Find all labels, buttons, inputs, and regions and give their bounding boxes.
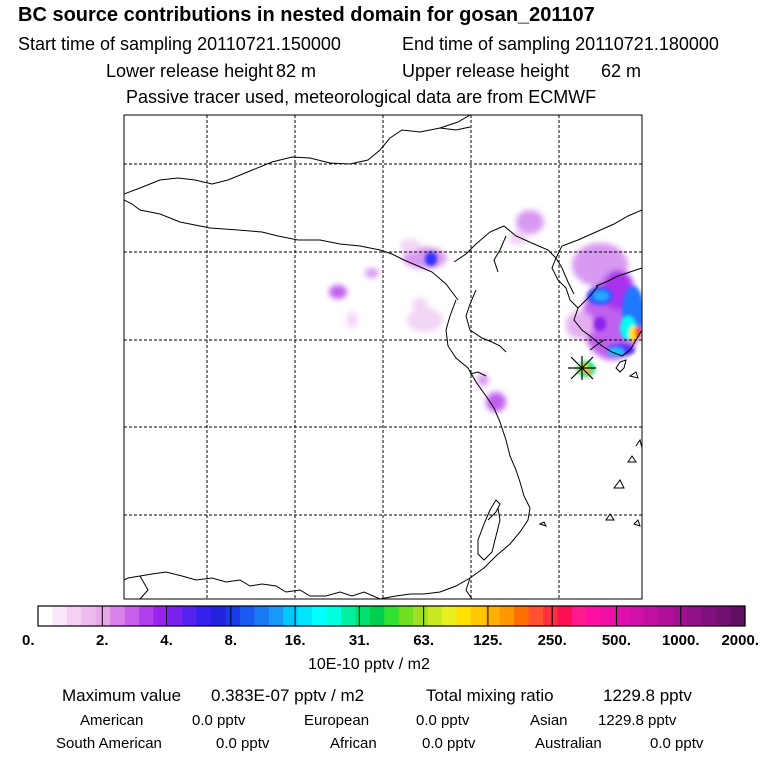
colorbar-swatch (283, 606, 299, 626)
start-time-label: Start time of sampling 20110721.150000 (18, 34, 341, 54)
asterisk-marker-icon (568, 356, 596, 380)
colorbar-swatch (369, 606, 385, 626)
colorbar-swatch (196, 606, 212, 626)
colorbar-swatch (182, 606, 198, 626)
colorbar-swatch (456, 606, 472, 626)
colorbar-swatch (600, 606, 616, 626)
colorbar-swatch (586, 606, 602, 626)
colorbar-swatch (139, 606, 155, 626)
colorbar: 0. 2. 4. 8. 16. 31. 63. 125. 250. 500. 1000. 2000. (22, 605, 759, 649)
region-african-label: African (330, 735, 377, 752)
colorbar-label: 4. (160, 632, 173, 649)
colorbar-swatch (297, 606, 313, 626)
upper-height-value: 62 m (601, 61, 642, 81)
colorbar-swatch (485, 606, 501, 626)
max-value: 0.383E-07 pptv / m2 (211, 686, 365, 705)
colorbar-label: 125. (473, 632, 502, 649)
region-european-value: 0.0 pptv (416, 712, 470, 729)
colorbar-swatch (211, 606, 227, 626)
colorbar-label: 2. (96, 632, 109, 649)
lower-height-label: Lower release height (106, 61, 274, 81)
region-south-american-label: South American (56, 735, 162, 752)
colorbar-swatch (66, 606, 82, 626)
colorbar-swatch (499, 606, 515, 626)
colorbar-swatch (225, 606, 241, 626)
region-australian-value: 0.0 pptv (650, 735, 704, 752)
colorbar-swatch (326, 606, 342, 626)
coastlines (124, 115, 642, 599)
colorbar-swatch (124, 606, 140, 626)
colorbar-swatch (384, 606, 400, 626)
colorbar-swatch (38, 606, 54, 626)
region-asian-label: Asian (530, 712, 568, 729)
colorbar-swatch (355, 606, 371, 626)
colorbar-swatch (716, 606, 732, 626)
colorbar-label: 500. (602, 632, 631, 649)
colorbar-swatch (312, 606, 328, 626)
region-asian-value: 1229.8 pptv (598, 712, 677, 729)
colorbar-label: 8. (225, 632, 238, 649)
colorbar-swatch (81, 606, 97, 626)
colorbar-swatch (153, 606, 169, 626)
colorbar-unit: 10E-10 pptv / m2 (308, 656, 430, 673)
colorbar-swatch (528, 606, 544, 626)
max-value-label: Maximum value (62, 686, 182, 705)
region-american-value: 0.0 pptv (192, 712, 246, 729)
region-australian-label: Australian (535, 735, 602, 752)
lat-lon-grid (124, 115, 642, 599)
colorbar-swatch (629, 606, 645, 626)
colorbar-swatch (413, 606, 429, 626)
colorbar-label: 1000. (662, 632, 700, 649)
page-title: BC source contributions in nested domain… (18, 4, 595, 26)
colorbar-label: 31. (349, 632, 370, 649)
colorbar-swatch (687, 606, 703, 626)
colorbar-swatch (398, 606, 414, 626)
colorbar-swatch (615, 606, 631, 626)
tracer-note: Passive tracer used, meteorological data… (126, 87, 597, 107)
colorbar-swatch (470, 606, 486, 626)
colorbar-swatch (268, 606, 284, 626)
colorbar-swatch (240, 606, 256, 626)
colorbar-swatch (571, 606, 587, 626)
colorbar-swatch (658, 606, 674, 626)
colorbar-frame (37, 605, 746, 627)
map-frame (123, 114, 643, 600)
colorbar-swatch (514, 606, 530, 626)
colorbar-swatch (442, 606, 458, 626)
end-time-label: End time of sampling 20110721.180000 (402, 34, 719, 54)
colorbar-swatch (110, 606, 126, 626)
colorbar-label: 250. (538, 632, 567, 649)
total-mixing-label: Total mixing ratio (426, 686, 554, 705)
colorbar-label: 63. (413, 632, 434, 649)
total-mixing-value: 1229.8 pptv (603, 686, 692, 705)
lower-height-value: 82 m (276, 61, 317, 81)
colorbar-swatch (543, 606, 559, 626)
colorbar-swatch (52, 606, 68, 626)
concentration-field (329, 210, 642, 412)
colorbar-swatch (557, 606, 573, 626)
colorbar-swatch (254, 606, 270, 626)
colorbar-label: 16. (285, 632, 306, 649)
region-african-value: 0.0 pptv (422, 735, 476, 752)
upper-height-label: Upper release height (402, 61, 570, 81)
colorbar-swatch (341, 606, 357, 626)
colorbar-swatch (427, 606, 443, 626)
region-american-label: American (80, 712, 144, 729)
region-european-label: European (304, 712, 370, 729)
colorbar-swatch (701, 606, 717, 626)
colorbar-swatch (644, 606, 660, 626)
colorbar-label: 0. (22, 632, 35, 649)
map-area (124, 115, 642, 599)
colorbar-swatch (730, 606, 746, 626)
colorbar-swatch (95, 606, 111, 626)
colorbar-swatch (167, 606, 183, 626)
region-south-american-value: 0.0 pptv (216, 735, 270, 752)
colorbar-label: 2000. (721, 632, 759, 649)
